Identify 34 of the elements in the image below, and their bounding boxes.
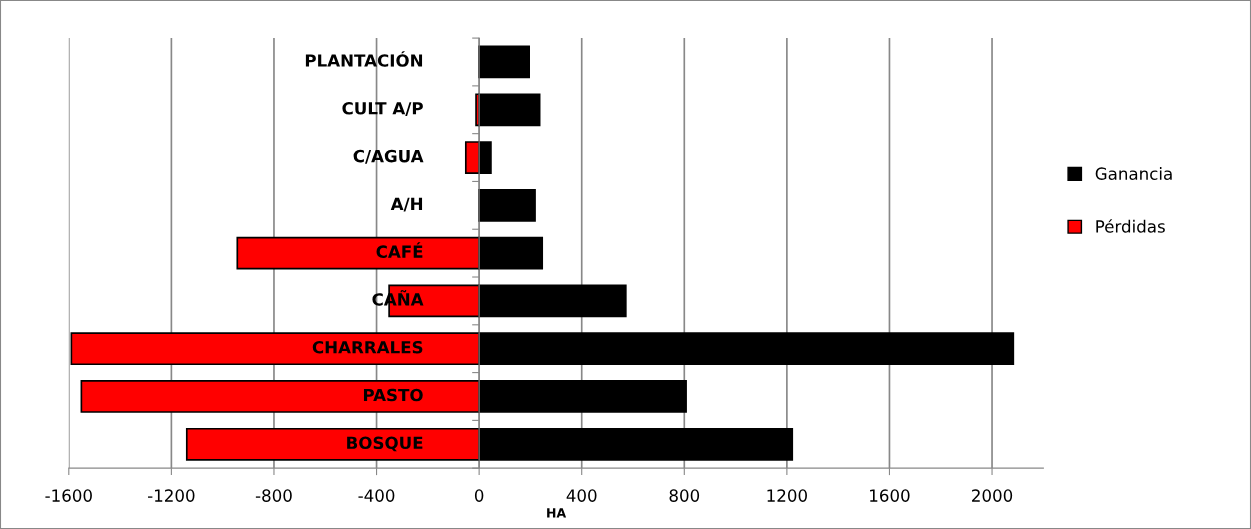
y-tick-label: CHARRALES xyxy=(312,340,423,354)
bar xyxy=(478,284,627,318)
bar xyxy=(70,332,480,366)
bar xyxy=(478,427,794,461)
y-tick-label: PLANTACIÓN xyxy=(305,51,423,67)
x-tick-label: -800 xyxy=(255,489,292,502)
bar xyxy=(236,236,480,270)
x-tick-label: 2000 xyxy=(972,489,1013,502)
bar xyxy=(478,332,1015,366)
x-tick-label: 1200 xyxy=(767,489,807,502)
legend-label: Pérdidas xyxy=(1096,219,1165,233)
y-tick-label: C/AGUA xyxy=(353,149,424,164)
bar xyxy=(478,380,687,413)
x-tick-label: -400 xyxy=(358,489,395,502)
bar xyxy=(185,427,480,461)
x-tick-label: 0 xyxy=(474,489,484,502)
x-tick-label: 800 xyxy=(669,489,700,502)
bar xyxy=(478,93,541,127)
bar xyxy=(80,380,480,413)
y-tick-label: PASTO xyxy=(363,388,423,402)
x-tick-label: 400 xyxy=(566,489,597,502)
bar xyxy=(478,188,536,222)
y-tick-label: CULT A/P xyxy=(342,102,423,116)
x-axis-title: HA xyxy=(547,508,567,518)
bar xyxy=(478,236,544,270)
bar xyxy=(478,141,492,174)
x-tick-label: -1600 xyxy=(45,489,92,502)
x-tick-label: -1200 xyxy=(147,489,195,502)
y-tick-label: BOSQUE xyxy=(347,436,423,452)
y-tick-label: CAFÉ xyxy=(376,242,423,258)
bar xyxy=(478,45,530,79)
y-tick-label: A/H xyxy=(390,197,423,212)
x-tick-label: 1600 xyxy=(870,489,910,502)
legend-label: Ganancia xyxy=(1095,167,1172,180)
